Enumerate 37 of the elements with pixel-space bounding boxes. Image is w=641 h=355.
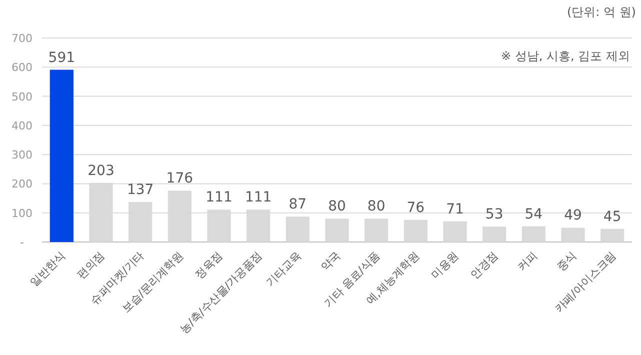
bar: [325, 218, 349, 242]
bar: [482, 226, 506, 242]
data-label: 111: [244, 190, 272, 206]
bar: [443, 221, 467, 242]
text: (단위: 억 원): [566, 5, 636, 19]
y-tick-label: 400: [12, 119, 32, 132]
data-label: 45: [603, 208, 622, 225]
bar: [364, 218, 388, 242]
data-label: 111: [206, 190, 232, 206]
y-tick-label: 300: [12, 148, 32, 162]
data-label: 87: [288, 196, 307, 213]
bar: [404, 220, 428, 242]
bar: [50, 70, 74, 242]
data-label: 71: [446, 201, 464, 218]
bar: [522, 226, 546, 242]
data-label: 176: [166, 170, 194, 187]
y-tick-label: -: [20, 236, 24, 249]
data-label: 80: [367, 198, 386, 215]
y-tick-label: 100: [12, 206, 32, 220]
y-tick-label: 500: [12, 90, 32, 104]
bar: [286, 216, 310, 242]
y-tick-label: 600: [12, 61, 32, 74]
data-label: 137: [126, 182, 154, 198]
data-label: 49: [564, 208, 582, 224]
bar: [600, 228, 624, 242]
x-tick-label: 약국: [318, 248, 344, 274]
annotation: ※ 성남, 시흥, 김포 제외: [501, 49, 630, 63]
data-label: 53: [485, 206, 504, 223]
y-tick-label: 200: [12, 178, 32, 191]
data-label: 591: [48, 50, 76, 66]
y-tick-label: 700: [12, 32, 32, 45]
data-label: 76: [406, 200, 425, 216]
data-label: 203: [88, 162, 114, 179]
bar: [561, 228, 585, 242]
data-label: 54: [524, 206, 543, 222]
data-label: 80: [328, 198, 346, 215]
x-tick-label: 커피: [515, 248, 540, 274]
